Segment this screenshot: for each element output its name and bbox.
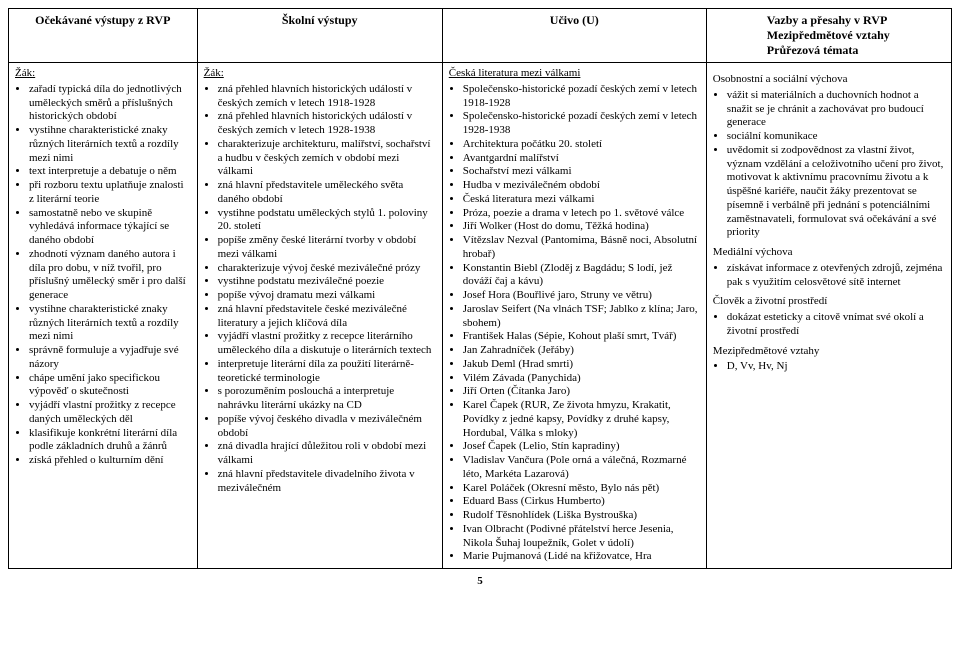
- col3-item: Sochařství mezi válkami: [463, 165, 700, 179]
- col2-item: zná přehled hlavních historických událos…: [218, 83, 436, 111]
- col4-section-list: D, Vv, Hv, Nj: [727, 360, 945, 374]
- col2-item: vystihne podstatu uměleckých stylů 1. po…: [218, 207, 436, 235]
- col4-item: vážit si materiálních a duchovních hodno…: [727, 89, 945, 130]
- col1-item: text interpretuje a debatuje o něm: [29, 165, 191, 179]
- col2-item: vystihne podstatu meziválečné poezie: [218, 275, 436, 289]
- col2-item: vyjádří vlastní prožitky z recepce liter…: [218, 330, 436, 358]
- table-row: Žák: zařadí typická díla do jednotlivých…: [9, 63, 952, 569]
- col2-item: interpretuje literární díla za použití l…: [218, 358, 436, 386]
- col4-section-heading: Mezipředmětové vztahy: [713, 345, 945, 359]
- col1-item: zhodnotí význam daného autora i díla pro…: [29, 248, 191, 303]
- col1-item: při rozboru textu uplatňuje znalosti z l…: [29, 179, 191, 207]
- col4-item: sociální komunikace: [727, 130, 945, 144]
- col3-item: Josef Čapek (Lelio, Stín kapradiny): [463, 440, 700, 454]
- col1-item: klasifikuje konkrétní literární díla pod…: [29, 427, 191, 455]
- page-number: 5: [8, 575, 952, 589]
- col2-item: popíše změny české literární tvorby v ob…: [218, 234, 436, 262]
- col4-section-heading: Člověk a životní prostředí: [713, 295, 945, 309]
- col3-item: Jan Zahradníček (Jeřáby): [463, 344, 700, 358]
- cell-col1: Žák: zařadí typická díla do jednotlivých…: [9, 63, 198, 569]
- col4-item: dokázat esteticky a citově vnímat své ok…: [727, 311, 945, 339]
- col3-item: Vilém Závada (Panychida): [463, 372, 700, 386]
- col3-item: Česká literatura mezi válkami: [463, 193, 700, 207]
- header-col4-line2: Mezipředmětové vztahy: [767, 28, 945, 43]
- col3-item: Rudolf Těsnohlídek (Liška Bystrouška): [463, 509, 700, 523]
- col2-item: charakterizuje vývoj české meziválečné p…: [218, 262, 436, 276]
- col3-item: Jiří Orten (Čítanka Jaro): [463, 385, 700, 399]
- col2-item: popíše vývoj dramatu mezi válkami: [218, 289, 436, 303]
- col2-list: zná přehled hlavních historických událos…: [218, 83, 436, 496]
- col2-item: s porozuměním poslouchá a interpretuje n…: [218, 385, 436, 413]
- col3-item: Ivan Olbracht (Podivné přátelství herce …: [463, 523, 700, 551]
- col3-item: Společensko-historické pozadí českých ze…: [463, 83, 700, 111]
- col3-item: Marie Pujmanová (Lidé na křižovatce, Hra: [463, 550, 700, 564]
- header-col2: Školní výstupy: [197, 9, 442, 63]
- col1-item: vystihne charakteristické znaky různých …: [29, 124, 191, 165]
- col2-item: zná hlavní představitele divadelního živ…: [218, 468, 436, 496]
- cell-col4: Osobnostní a sociální výchova vážit si ma…: [706, 63, 951, 569]
- header-col1: Očekávané výstupy z RVP: [9, 9, 198, 63]
- header-col3: Učivo (U): [442, 9, 706, 63]
- col2-item: charakterizuje architekturu, malířství, …: [218, 138, 436, 179]
- col1-item: chápe umění jako specifickou výpověď o s…: [29, 372, 191, 400]
- col3-item: Karel Čapek (RUR, Ze života hmyzu, Kraka…: [463, 399, 700, 440]
- cell-col2: Žák: zná přehled hlavních historických u…: [197, 63, 442, 569]
- col3-item: Karel Poláček (Okresní město, Bylo nás p…: [463, 482, 700, 496]
- col4-section-heading: Mediální výchova: [713, 246, 945, 260]
- col1-item: získá přehled o kulturním dění: [29, 454, 191, 468]
- col1-item: správně formuluje a vyjadřuje své názory: [29, 344, 191, 372]
- col3-item: Vladislav Vančura (Pole orná a válečná, …: [463, 454, 700, 482]
- col3-item: Eduard Bass (Cirkus Humberto): [463, 495, 700, 509]
- col4-section-list: získávat informace z otevřených zdrojů, …: [727, 262, 945, 290]
- col2-item: popíše vývoj českého divadla v meziváleč…: [218, 413, 436, 441]
- col2-item: zná přehled hlavních historických událos…: [218, 110, 436, 138]
- col3-list: Společensko-historické pozadí českých ze…: [463, 83, 700, 564]
- col2-item: zná hlavní představitele české meziváleč…: [218, 303, 436, 331]
- col1-item: zařadí typická díla do jednotlivých uměl…: [29, 83, 191, 124]
- col3-item: Vítězslav Nezval (Pantomima, Básně noci,…: [463, 234, 700, 262]
- cell-col3: Česká literatura mezi válkami Společensk…: [442, 63, 706, 569]
- header-col4-line1: Vazby a přesahy v RVP: [767, 13, 945, 28]
- header-col4-line3: Průřezová témata: [767, 43, 945, 58]
- col3-item: Avantgardní malířství: [463, 152, 700, 166]
- col1-item: vystihne charakteristické znaky různých …: [29, 303, 191, 344]
- col2-item: zná hlavní představitele uměleckého svět…: [218, 179, 436, 207]
- col1-list: zařadí typická díla do jednotlivých uměl…: [29, 83, 191, 468]
- col3-item: František Halas (Sépie, Kohout plaší smr…: [463, 330, 700, 344]
- col3-item: Josef Hora (Bouřlivé jaro, Struny ve vět…: [463, 289, 700, 303]
- col3-item: Jaroslav Seifert (Na vlnách TSF; Jablko …: [463, 303, 700, 331]
- col3-item: Hudba v meziválečném období: [463, 179, 700, 193]
- col3-item: Konstantin Biebl (Zloděj z Bagdádu; S lo…: [463, 262, 700, 290]
- col3-heading: Česká literatura mezi válkami: [449, 67, 700, 81]
- col1-item: vyjádří vlastní prožitky z recepce danýc…: [29, 399, 191, 427]
- col4-section-heading: Osobnostní a sociální výchova: [713, 73, 945, 87]
- col2-label: Žák:: [204, 67, 436, 81]
- col3-item: Próza, poezie a drama v letech po 1. svě…: [463, 207, 700, 221]
- col4-section-list: dokázat esteticky a citově vnímat své ok…: [727, 311, 945, 339]
- header-col4: Vazby a přesahy v RVP Mezipředmětové vzt…: [706, 9, 951, 63]
- col3-item: Jakub Deml (Hrad smrti): [463, 358, 700, 372]
- col3-item: Architektura počátku 20. století: [463, 138, 700, 152]
- col1-label: Žák:: [15, 67, 191, 81]
- col2-item: zná divadla hrající důležitou roli v obd…: [218, 440, 436, 468]
- col4-section-list: vážit si materiálních a duchovních hodno…: [727, 89, 945, 240]
- col1-item: samostatně nebo ve skupině vyhledává inf…: [29, 207, 191, 248]
- curriculum-table: Očekávané výstupy z RVP Školní výstupy U…: [8, 8, 952, 569]
- col4-item: D, Vv, Hv, Nj: [727, 360, 945, 374]
- col4-item: uvědomit si zodpovědnost za vlastní živo…: [727, 144, 945, 240]
- col4-item: získávat informace z otevřených zdrojů, …: [727, 262, 945, 290]
- col3-item: Společensko-historické pozadí českých ze…: [463, 110, 700, 138]
- col3-item: Jiří Wolker (Host do domu, Těžká hodina): [463, 220, 700, 234]
